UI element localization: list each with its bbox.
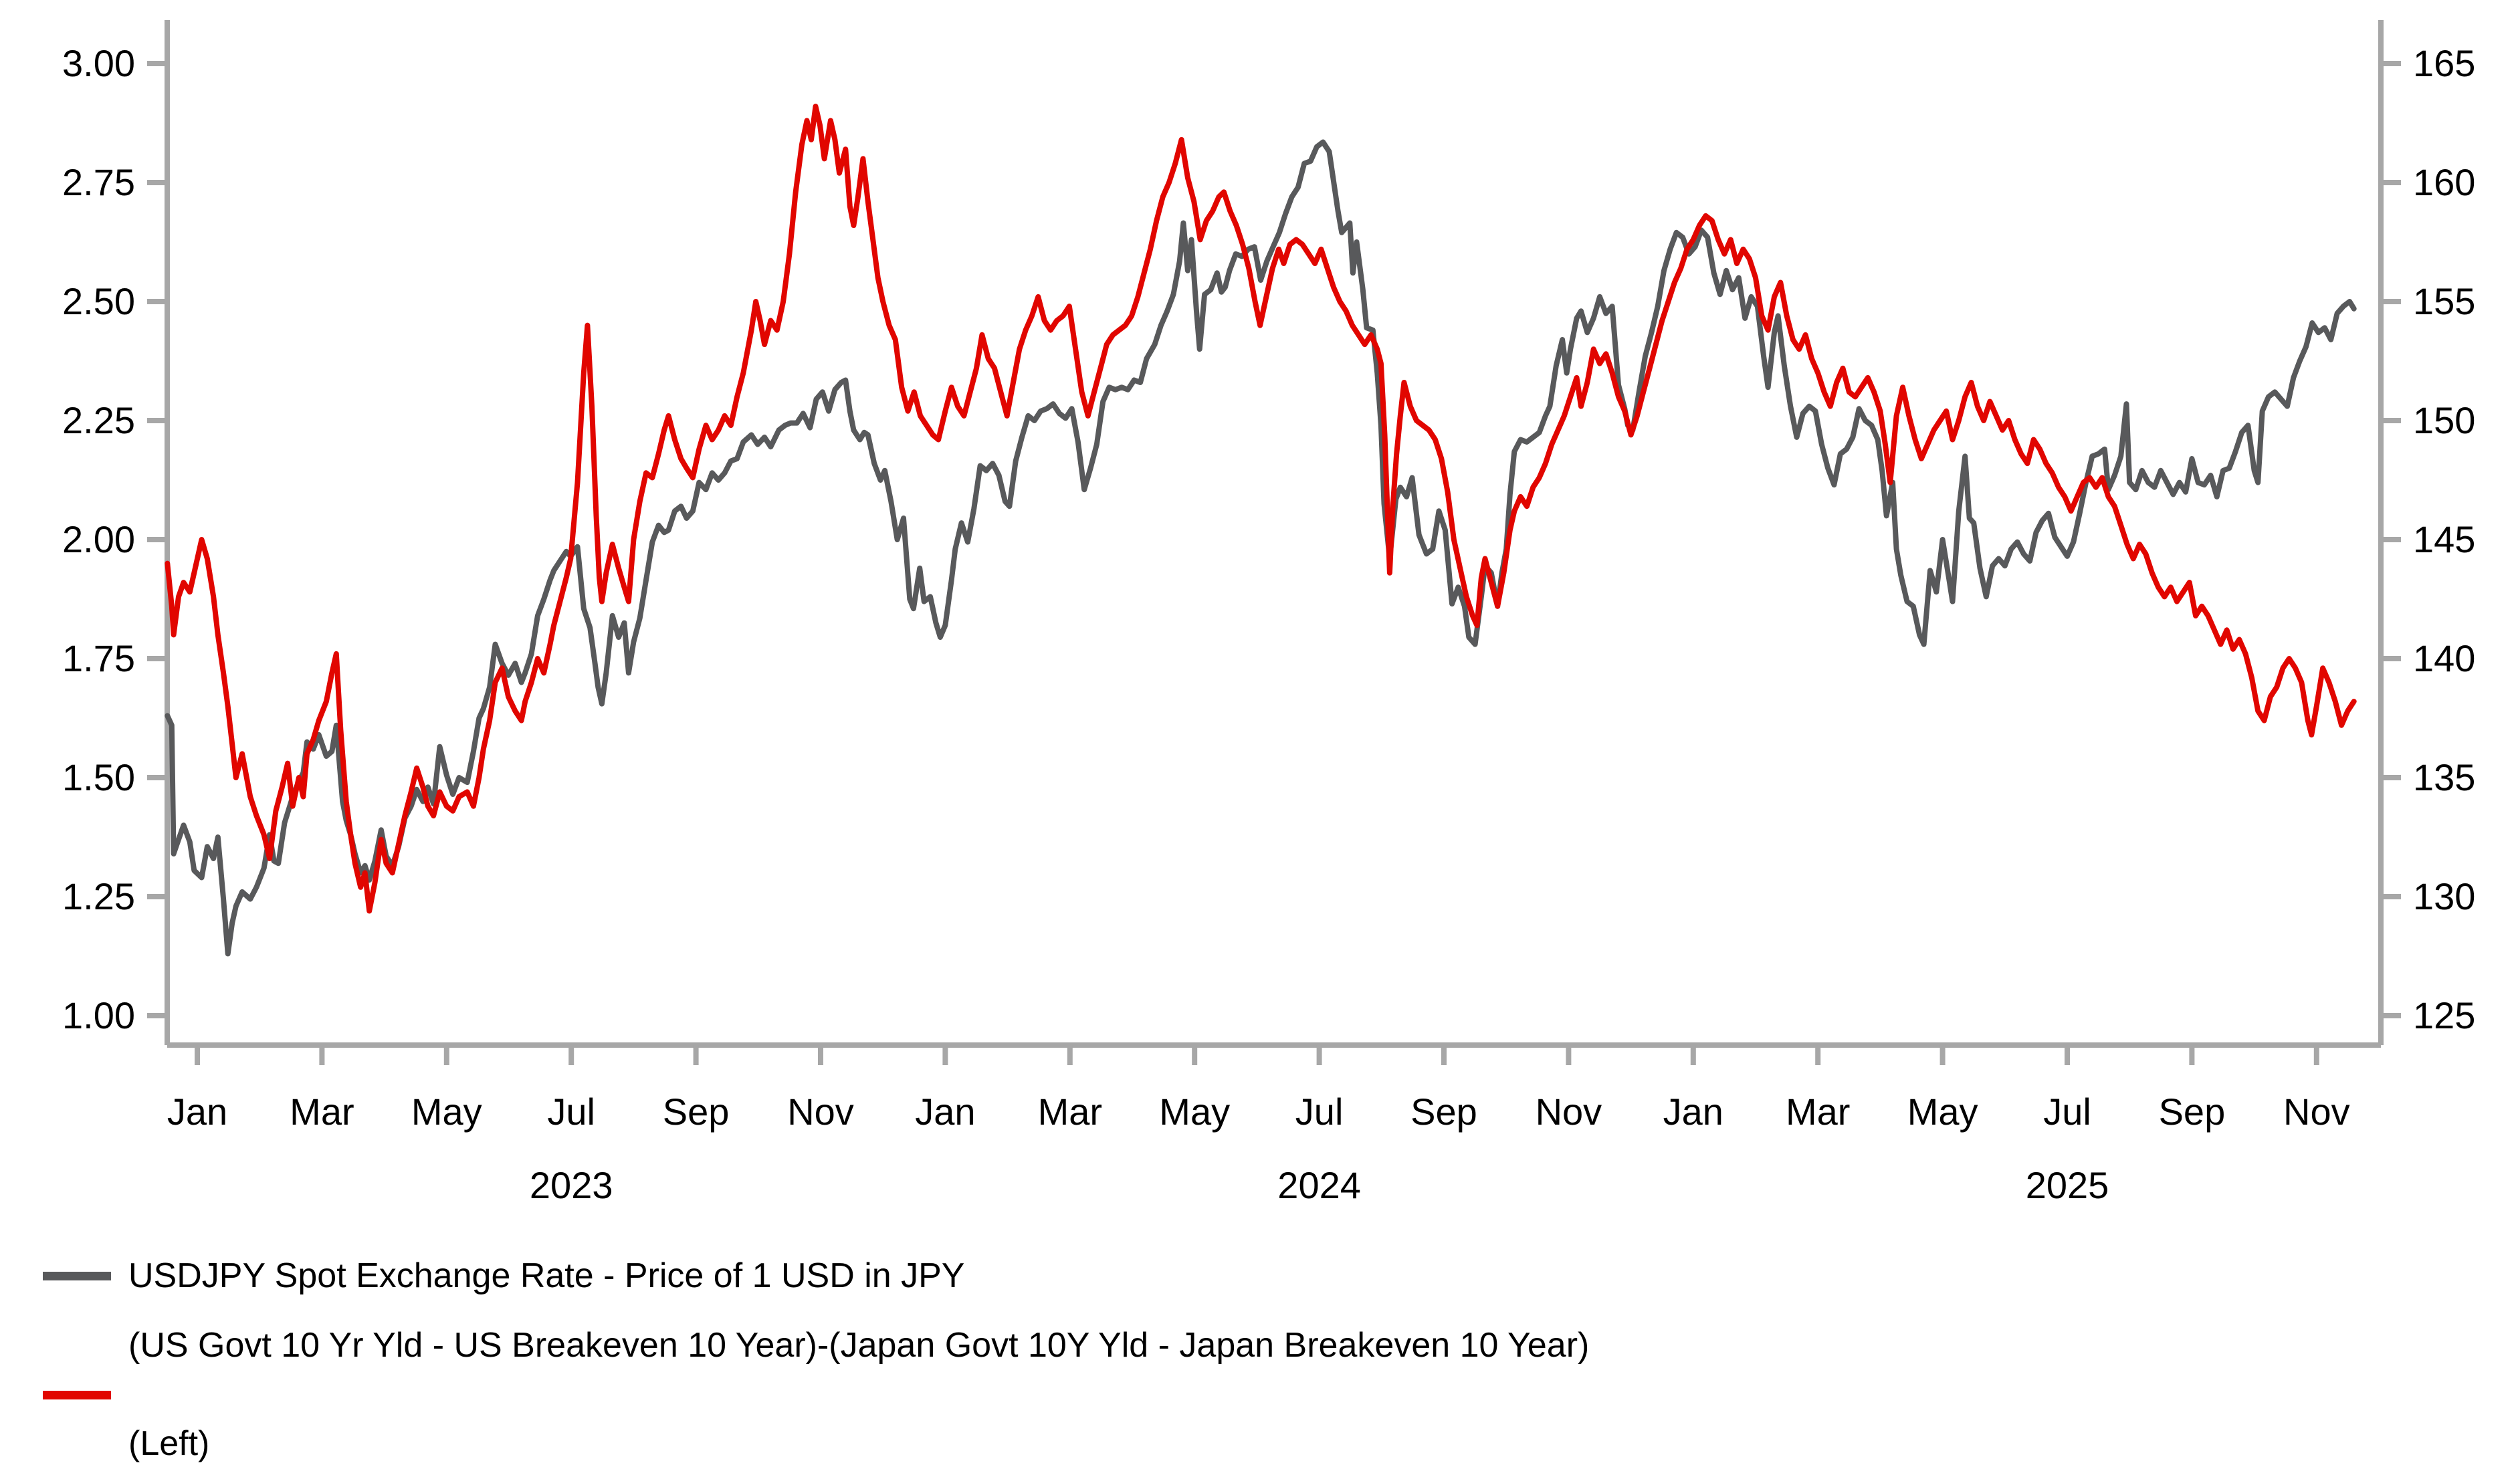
- right-axis-tick-label: 165: [2413, 42, 2475, 84]
- x-axis-month-label: May: [411, 1091, 482, 1133]
- legend-label-yield-diff-line2: (Left): [128, 1424, 210, 1464]
- usdjpy-line-swatch-icon: [43, 1272, 111, 1281]
- series-line-usdjpy: [165, 139, 2357, 957]
- right-axis-tick-label: 150: [2413, 399, 2475, 441]
- x-axis-month-label: Jul: [1295, 1091, 1344, 1133]
- left-axis-tick-label: 1.25: [62, 875, 135, 917]
- right-axis-tick-label: 125: [2413, 994, 2475, 1036]
- x-axis-month-label: Sep: [2159, 1091, 2226, 1133]
- right-axis-tick-label: 140: [2413, 637, 2475, 679]
- left-axis-tick-label: 2.25: [62, 399, 135, 441]
- chart-legend: USDJPY Spot Exchange Rate - Price of 1 U…: [43, 1252, 2477, 1469]
- left-axis-tick-label: 2.00: [62, 518, 135, 560]
- yield-diff-line-swatch-icon: [43, 1391, 111, 1400]
- right-axis-tick-label: 145: [2413, 518, 2475, 560]
- x-axis-month-label: Jul: [2043, 1091, 2091, 1133]
- left-axis-tick-label: 1.75: [62, 637, 135, 679]
- x-axis-year-label: 2024: [1277, 1164, 1361, 1206]
- x-axis-month-label: Nov: [787, 1091, 854, 1133]
- x-axis-month-label: May: [1159, 1091, 1230, 1133]
- x-axis-month-label: Jan: [1663, 1091, 1723, 1133]
- left-axis-tick-label: 3.00: [62, 42, 135, 84]
- x-axis-month-label: Nov: [2283, 1091, 2350, 1133]
- legend-label-yield-diff: (US Govt 10 Yr Yld - US Breakeven 10 Yea…: [128, 1321, 1589, 1469]
- x-axis-month-label: Sep: [1410, 1091, 1477, 1133]
- legend-item-usdjpy: USDJPY Spot Exchange Rate - Price of 1 U…: [43, 1252, 2477, 1301]
- x-axis-month-label: Jan: [915, 1091, 975, 1133]
- left-axis-tick-label: 1.50: [62, 756, 135, 798]
- series-line-real_yield_diff: [165, 104, 2357, 914]
- left-axis-tick-label: 2.75: [62, 161, 135, 203]
- left-axis-tick-label: 1.00: [62, 994, 135, 1036]
- legend-label-usdjpy: USDJPY Spot Exchange Rate - Price of 1 U…: [128, 1256, 965, 1295]
- x-axis-month-label: Jan: [167, 1091, 227, 1133]
- x-axis-month-label: Mar: [290, 1091, 354, 1133]
- left-axis-tick-label: 2.50: [62, 280, 135, 322]
- right-axis-tick-label: 130: [2413, 875, 2475, 917]
- x-axis-month-label: Jul: [547, 1091, 595, 1133]
- right-axis-tick-label: 155: [2413, 280, 2475, 322]
- x-axis-month-label: Mar: [1038, 1091, 1102, 1133]
- right-axis-tick-label: 135: [2413, 756, 2475, 798]
- legend-label-yield-diff-line1: (US Govt 10 Yr Yld - US Breakeven 10 Yea…: [128, 1325, 1590, 1365]
- x-axis-month-label: Mar: [1786, 1091, 1850, 1133]
- x-axis-month-label: May: [1907, 1091, 1978, 1133]
- legend-item-yield-diff: (US Govt 10 Yr Yld - US Breakeven 10 Yea…: [43, 1321, 2477, 1469]
- right-axis-tick-label: 160: [2413, 161, 2475, 203]
- x-axis-month-label: Sep: [663, 1091, 730, 1133]
- x-axis-year-label: 2025: [2026, 1164, 2109, 1206]
- x-axis-month-label: Nov: [1536, 1091, 1602, 1133]
- x-axis-year-label: 2023: [530, 1164, 613, 1206]
